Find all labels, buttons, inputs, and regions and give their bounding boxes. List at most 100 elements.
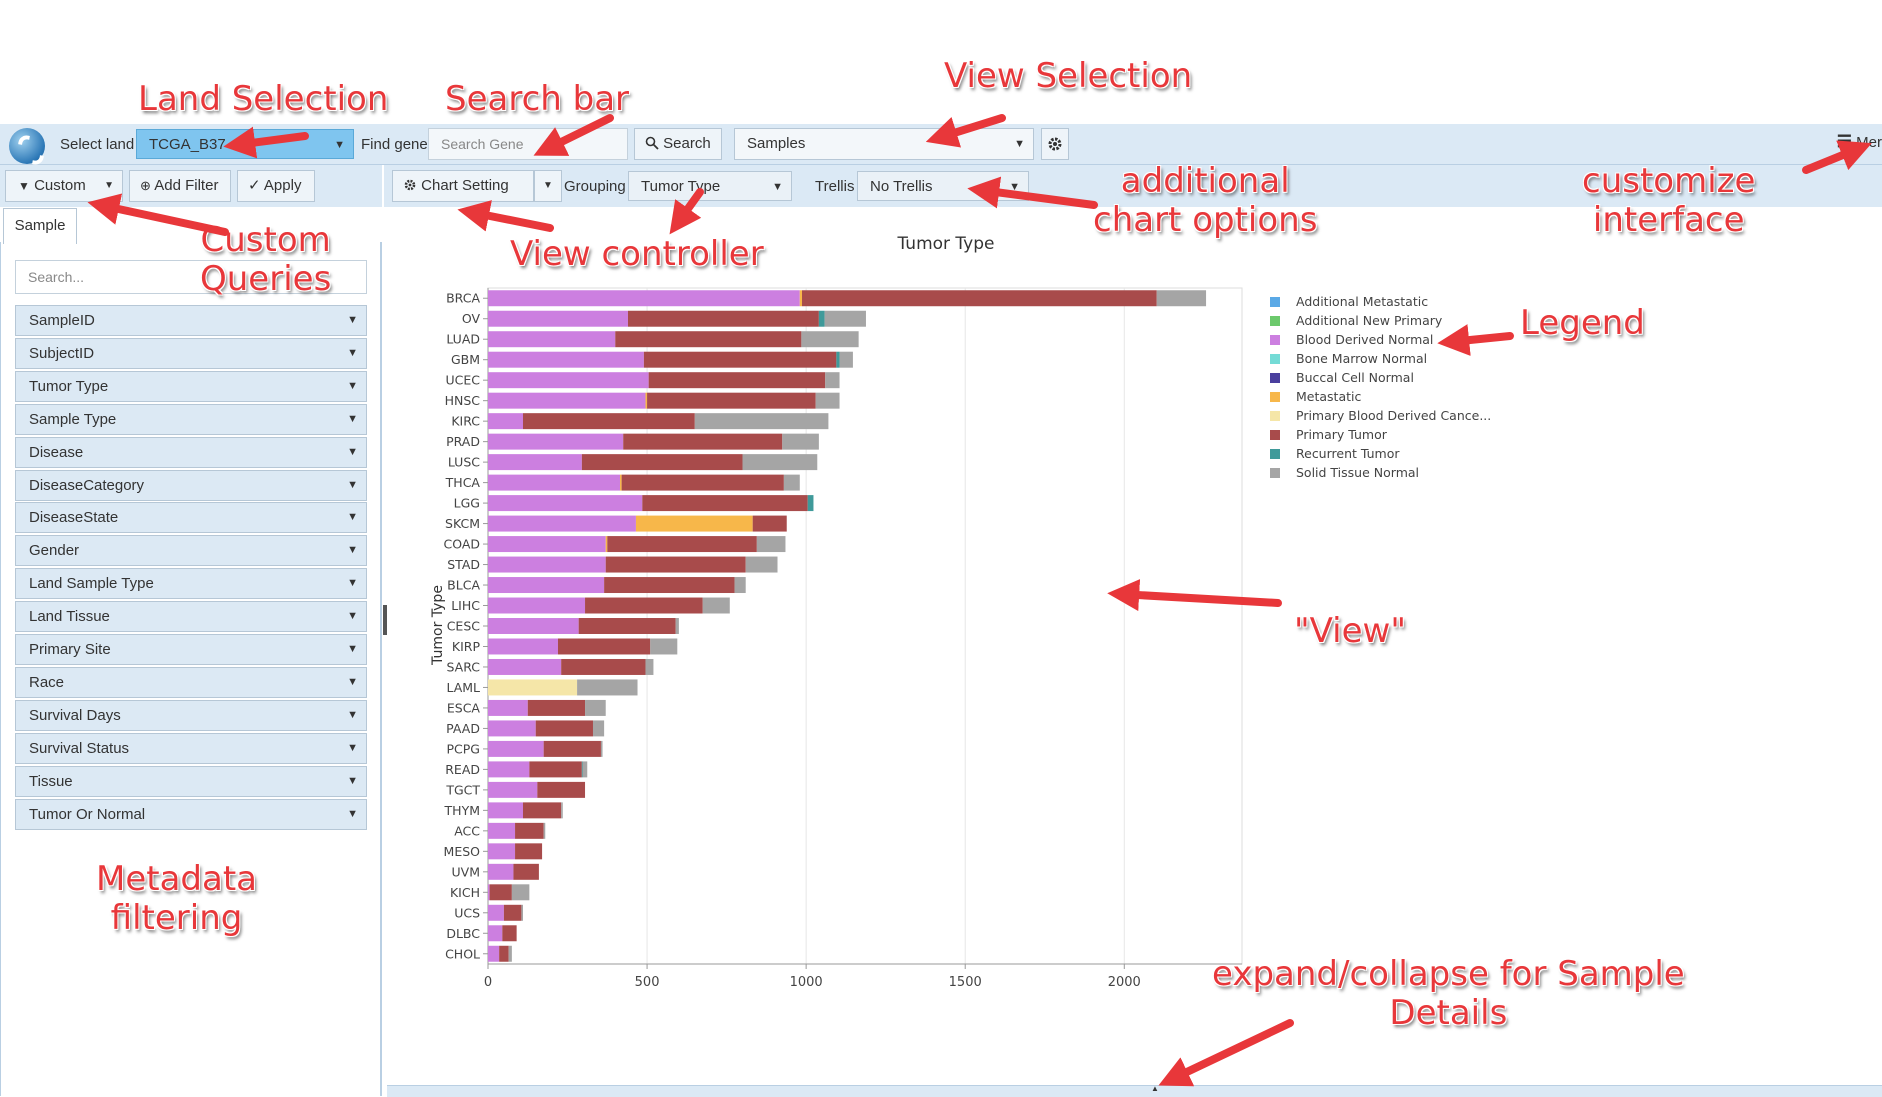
- bar-segment[interactable]: [836, 351, 840, 368]
- bar-segment[interactable]: [522, 802, 562, 819]
- bar-segment[interactable]: [488, 351, 644, 368]
- bar-segment[interactable]: [615, 331, 802, 348]
- bar-segment[interactable]: [503, 904, 522, 921]
- bar-segment[interactable]: [535, 720, 593, 737]
- legend-label[interactable]: Metastatic: [1296, 389, 1361, 404]
- grouping-select[interactable]: Tumor Type ▼: [628, 171, 792, 201]
- bar-segment[interactable]: [577, 679, 638, 696]
- bar-segment[interactable]: [513, 863, 539, 880]
- bar-segment[interactable]: [642, 495, 808, 512]
- filter-item[interactable]: Tumor Type ▼: [15, 370, 367, 402]
- bar-segment[interactable]: [578, 618, 676, 634]
- bar-segment[interactable]: [537, 781, 586, 798]
- legend-label[interactable]: Additional Metastatic: [1296, 294, 1428, 309]
- bar-segment[interactable]: [734, 577, 746, 594]
- bar-segment[interactable]: [488, 884, 490, 901]
- bar-segment[interactable]: [488, 740, 544, 757]
- add-filter-button[interactable]: ⊕ Add Filter: [129, 170, 231, 202]
- bar-segment[interactable]: [620, 474, 622, 491]
- legend-label[interactable]: Solid Tissue Normal: [1296, 465, 1419, 480]
- bar-segment[interactable]: [582, 761, 588, 778]
- bar-segment[interactable]: [527, 699, 586, 716]
- legend-label[interactable]: Additional New Primary: [1296, 313, 1443, 328]
- bar-segment[interactable]: [1156, 290, 1207, 307]
- bar-segment[interactable]: [488, 597, 586, 614]
- bar-segment[interactable]: [607, 536, 757, 553]
- bar-segment[interactable]: [600, 740, 603, 757]
- bar-segment[interactable]: [782, 433, 819, 450]
- filter-item[interactable]: Gender ▼: [15, 535, 367, 567]
- bar-segment[interactable]: [839, 351, 853, 368]
- bar-segment[interactable]: [488, 761, 530, 778]
- bar-segment[interactable]: [643, 351, 837, 368]
- bar-segment[interactable]: [621, 474, 784, 491]
- bar-segment[interactable]: [488, 679, 578, 696]
- bar-segment[interactable]: [488, 474, 621, 491]
- bar-segment[interactable]: [488, 577, 605, 594]
- bar-segment[interactable]: [488, 392, 646, 409]
- view-settings-button[interactable]: [1041, 128, 1069, 160]
- bar-segment[interactable]: [592, 720, 605, 737]
- bar-segment[interactable]: [585, 699, 606, 716]
- filter-item[interactable]: SampleID ▼: [15, 305, 367, 336]
- filter-item[interactable]: Primary Site ▼: [15, 634, 367, 665]
- legend-label[interactable]: Bone Marrow Normal: [1296, 351, 1427, 366]
- bar-segment[interactable]: [488, 925, 503, 942]
- bar-segment[interactable]: [824, 310, 866, 327]
- filter-item[interactable]: Survival Days ▼: [15, 699, 367, 731]
- custom-query-button[interactable]: ▼ Custom ▼: [5, 170, 123, 202]
- tab-sample[interactable]: Sample: [3, 208, 77, 244]
- bar-segment[interactable]: [488, 781, 538, 798]
- bar-segment[interactable]: [488, 433, 624, 450]
- bar-segment[interactable]: [499, 945, 509, 962]
- bar-segment[interactable]: [488, 658, 562, 675]
- bar-segment[interactable]: [502, 925, 517, 942]
- bar-segment[interactable]: [488, 495, 643, 512]
- bar-segment[interactable]: [623, 433, 783, 450]
- bar-segment[interactable]: [488, 802, 523, 819]
- panel-resize-handle[interactable]: [383, 605, 387, 635]
- legend-label[interactable]: Primary Blood Derived Cance...: [1296, 408, 1491, 423]
- filter-item[interactable]: Sample Type ▼: [15, 403, 367, 435]
- bar-segment[interactable]: [801, 331, 859, 348]
- bar-segment[interactable]: [488, 556, 606, 573]
- bar-segment[interactable]: [508, 945, 512, 962]
- bar-segment[interactable]: [488, 331, 616, 348]
- bar-segment[interactable]: [585, 597, 703, 614]
- bar-segment[interactable]: [675, 618, 679, 634]
- bar-segment[interactable]: [645, 392, 648, 409]
- bar-segment[interactable]: [815, 392, 840, 409]
- legend-label[interactable]: Recurrent Tumor: [1296, 446, 1400, 461]
- bar-segment[interactable]: [605, 536, 608, 553]
- bar-segment[interactable]: [488, 699, 528, 716]
- bar-segment[interactable]: [647, 392, 816, 409]
- bar-segment[interactable]: [557, 638, 651, 655]
- bar-segment[interactable]: [694, 413, 829, 430]
- filter-item[interactable]: Survival Status ▼: [15, 732, 367, 764]
- bar-segment[interactable]: [756, 536, 786, 553]
- app-logo-icon[interactable]: [9, 128, 45, 164]
- legend-label[interactable]: Primary Tumor: [1296, 427, 1388, 442]
- bar-segment[interactable]: [488, 822, 516, 839]
- bar-segment[interactable]: [742, 454, 818, 471]
- filter-item[interactable]: Land Sample Type ▼: [15, 568, 367, 600]
- filter-item[interactable]: Race ▼: [15, 666, 367, 698]
- bar-segment[interactable]: [521, 904, 523, 921]
- bar-segment[interactable]: [488, 904, 504, 921]
- bar-segment[interactable]: [581, 761, 583, 778]
- bar-segment[interactable]: [799, 290, 803, 307]
- bar-segment[interactable]: [488, 720, 536, 737]
- bar-segment[interactable]: [489, 884, 512, 901]
- bar-segment[interactable]: [488, 945, 500, 962]
- chart-setting-dropdown[interactable]: ▼: [534, 170, 562, 202]
- bar-segment[interactable]: [488, 536, 606, 553]
- bar-segment[interactable]: [645, 658, 654, 675]
- sample-details-toggle[interactable]: ▲: [387, 1084, 1882, 1097]
- bar-segment[interactable]: [627, 310, 819, 327]
- bar-segment[interactable]: [522, 413, 695, 430]
- bar-segment[interactable]: [511, 884, 530, 901]
- filter-item[interactable]: DiseaseState ▼: [15, 502, 367, 534]
- filter-search-input[interactable]: Search...: [15, 260, 367, 294]
- bar-segment[interactable]: [650, 638, 678, 655]
- bar-segment[interactable]: [802, 290, 1157, 307]
